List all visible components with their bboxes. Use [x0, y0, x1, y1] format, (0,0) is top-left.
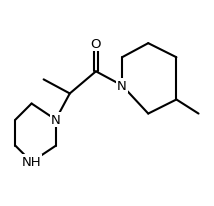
Text: N: N — [51, 114, 61, 126]
Text: O: O — [91, 37, 101, 50]
Text: NH: NH — [22, 156, 41, 169]
Text: N: N — [117, 80, 127, 92]
